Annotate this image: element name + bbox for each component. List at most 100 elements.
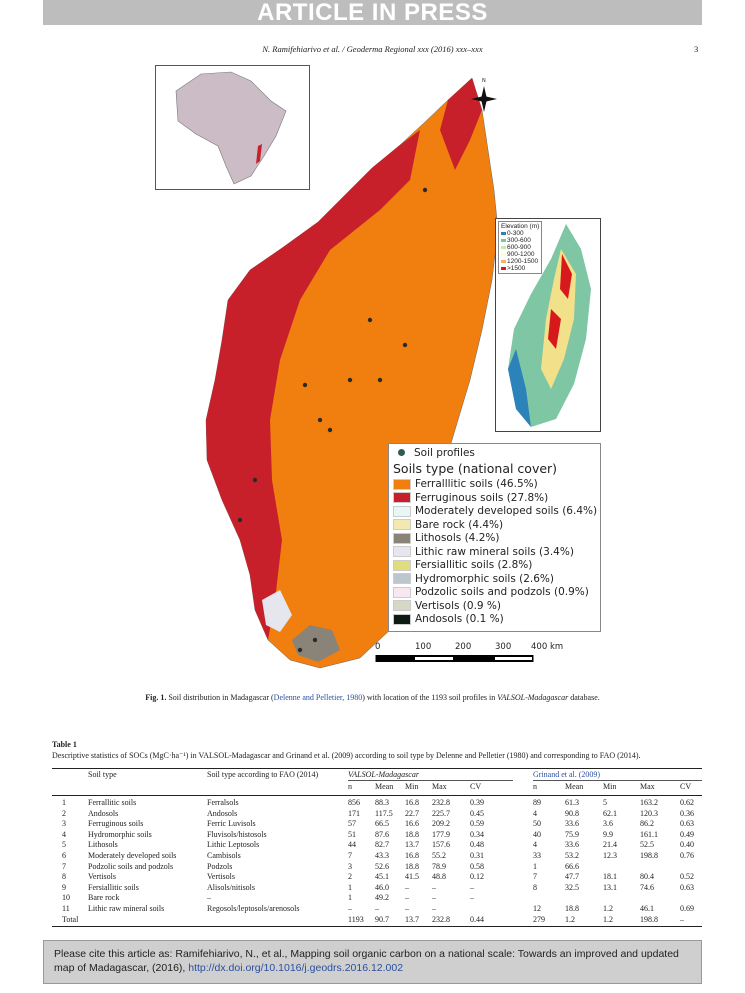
- scale-label: 300: [495, 642, 512, 652]
- table-cell: 209.2: [432, 819, 450, 829]
- table-cell: 7: [348, 851, 352, 860]
- table-cell: –: [375, 904, 379, 913]
- table-cell: 7: [62, 861, 66, 871]
- table-cell: Vertisols: [207, 872, 235, 882]
- table-cell: Total: [62, 914, 79, 924]
- table-cell: 10: [62, 893, 70, 903]
- table-cell: Andosols: [207, 808, 238, 818]
- table-cell: 53.2: [565, 851, 579, 860]
- table-cell: 12.3: [603, 851, 617, 860]
- lithosols-south: [292, 625, 340, 662]
- legend-item: Hydromorphic soils (2.6%): [393, 572, 596, 586]
- scale-label: km: [550, 642, 564, 652]
- table-cell: 32.5: [565, 882, 579, 892]
- table-header-rule: [52, 795, 702, 796]
- legend-swatch: [393, 532, 411, 544]
- elevation-legend-item: 900-1200: [501, 251, 539, 258]
- legend-soil-profiles: Soil profiles: [393, 446, 596, 460]
- legend-label: Andosols (0.1 %): [415, 613, 504, 626]
- table-cell: 0.12: [470, 872, 484, 882]
- legend-label: Lithic raw mineral soils (3.4%): [415, 545, 574, 558]
- legend-label: Hydromorphic soils (2.6%): [415, 572, 555, 585]
- legend-swatch: [393, 492, 411, 504]
- legend-item: Ferruginous soils (27.8%): [393, 491, 596, 505]
- table-cell: 48.8: [432, 872, 446, 882]
- table-cell: 50: [533, 819, 541, 829]
- ferruginous-zone-west: [206, 130, 420, 640]
- table-cell: 88.3: [375, 798, 389, 807]
- table-title: Table 1: [52, 740, 77, 749]
- figure-caption: Fig. 1. Soil distribution in Madagascar …: [0, 693, 745, 702]
- table-cell: 279: [533, 914, 545, 924]
- doi-link[interactable]: http://dx.doi.org/10.1016/j.geodrs.2016.…: [188, 962, 404, 974]
- legend-label: Moderately developed soils (6.4%): [415, 505, 598, 518]
- table-cell: 0.52: [680, 872, 694, 882]
- scale-bar-graphic: [375, 655, 534, 662]
- table-cell: 0.58: [470, 861, 484, 871]
- elevation-swatch: [501, 238, 506, 242]
- table-cell: 66.6: [565, 861, 579, 871]
- table-cell: 9.9: [603, 829, 613, 839]
- article-in-press-banner: ARTICLE IN PRESS: [43, 0, 702, 25]
- table-cell: 1.2: [603, 914, 613, 924]
- column-subheader: Mean: [565, 782, 584, 791]
- elevation-label: 300-600: [507, 237, 531, 244]
- legend-swatch: [393, 505, 411, 517]
- legend-swatch: [393, 600, 411, 612]
- legend-item: Andosols (0.1 %): [393, 613, 596, 627]
- group-underline: [348, 780, 513, 781]
- caption-reference-link[interactable]: Delenne and Pelletier, 1980: [273, 693, 363, 702]
- table-cell: 232.8: [432, 798, 450, 807]
- table-cell: –: [405, 893, 409, 903]
- table-cell: 8: [533, 882, 537, 892]
- africa-map: [175, 71, 287, 185]
- table-cell: 82.7: [375, 840, 389, 850]
- group-header-valsol: VALSOL-Madagascar: [348, 770, 419, 779]
- column-subheader: Min: [603, 782, 617, 791]
- table-cell: 21.4: [603, 840, 617, 850]
- table-cell: 16.8: [405, 798, 419, 807]
- legend-item: Ferralllitic soils (46.5%): [393, 478, 596, 492]
- group-header-grinand[interactable]: Grinand et al. (2009): [533, 770, 601, 779]
- table-cell: Cambisols: [207, 851, 241, 860]
- table-cell: 0.48: [470, 840, 484, 850]
- table-cell: Ferruginous soils: [88, 819, 144, 829]
- table-cell: 43.3: [375, 851, 389, 860]
- elevation-legend-item: 1200-1500: [501, 258, 539, 265]
- column-subheader: n: [533, 782, 537, 791]
- table-cell: 163.2: [640, 798, 658, 807]
- column-subheader: CV: [680, 782, 692, 791]
- table-cell: 120.3: [640, 808, 658, 818]
- column-subheader: Mean: [375, 782, 394, 791]
- table-cell: 1: [348, 893, 352, 903]
- table-cell: 45.1: [375, 872, 389, 882]
- table-cell: 89: [533, 798, 541, 807]
- elevation-swatch: [501, 266, 506, 270]
- table-cell: 1: [533, 861, 537, 871]
- elevation-label: 1200-1500: [507, 258, 539, 265]
- legend-item: Fersiallitic soils (2.8%): [393, 559, 596, 573]
- table-cell: Ferralsols: [207, 798, 239, 807]
- table-cell: 4: [533, 840, 537, 850]
- table-cell: 18.8: [405, 829, 419, 839]
- table-cell: Bare rock: [88, 893, 120, 903]
- table-cell: 3: [62, 819, 66, 829]
- elevation-legend: Elevation (m) 0-300 300-600 600-900 900-120…: [498, 221, 543, 274]
- table-cell: Vertisols: [88, 872, 116, 882]
- table-cell: 44: [348, 840, 356, 850]
- table-cell: 1.2: [565, 914, 575, 924]
- elevation-label: >1500: [507, 265, 526, 272]
- table-cell: 5: [603, 798, 607, 807]
- page-number: 3: [694, 44, 699, 54]
- table-cell: –: [470, 893, 474, 903]
- table-cell: 16.8: [405, 851, 419, 860]
- elevation-legend-item: >1500: [501, 265, 539, 272]
- legend-item: Lithosols (4.2%): [393, 532, 596, 546]
- table-cell: 75.9: [565, 829, 579, 839]
- elevation-swatch: [501, 259, 506, 263]
- table-cell: 80.4: [640, 872, 654, 882]
- legend-swatch: [393, 613, 411, 625]
- table-cell: 47.7: [565, 872, 579, 882]
- table-cell: Lithic raw mineral soils: [88, 904, 165, 913]
- table-cell: 11: [62, 904, 70, 913]
